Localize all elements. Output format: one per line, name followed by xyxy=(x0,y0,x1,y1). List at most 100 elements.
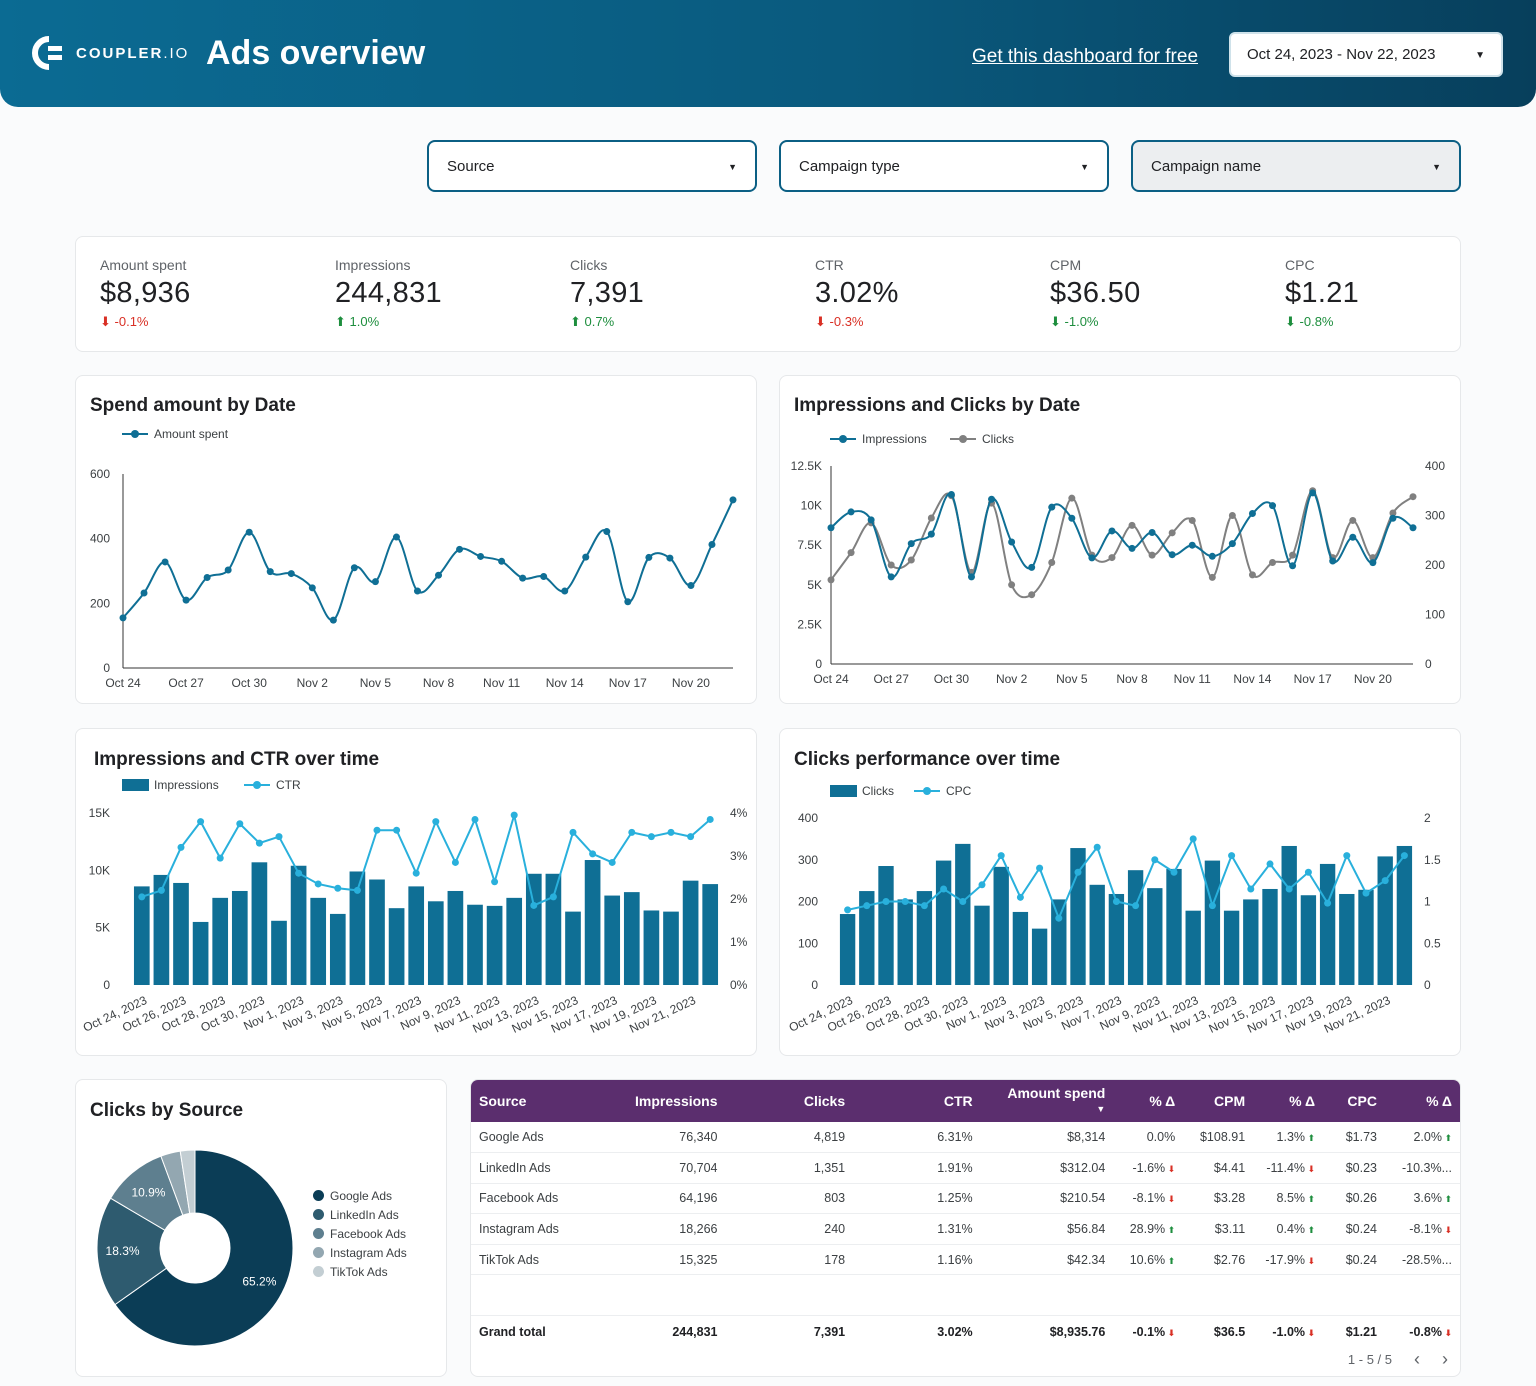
y-left-tick-label: 0 xyxy=(815,657,822,671)
table-row[interactable]: TikTok Ads 15,325 178 1.16% $42.34 10.6% ⬆ $2.… xyxy=(471,1244,1460,1276)
cpc-point xyxy=(901,898,909,905)
amount-spent-point xyxy=(140,589,148,597)
chevron-left-icon[interactable]: ‹ xyxy=(1414,1349,1420,1369)
spend-line-chart[interactable]: Amount spent 0 200 400 600 Oct 24 Oct 27 Oct 30… xyxy=(76,376,758,705)
col-clicks[interactable]: Clicks xyxy=(725,1080,854,1122)
ctr-point xyxy=(138,893,146,901)
donut-legend-item[interactable]: Facebook Ads xyxy=(313,1224,407,1243)
y-left-tick-label: 300 xyxy=(798,853,818,867)
clicks-bar xyxy=(1396,845,1413,985)
coupler-logo-icon xyxy=(32,36,62,70)
campaign-type-filter[interactable]: Campaign type ▼ xyxy=(779,140,1109,192)
col-cpc[interactable]: CPC xyxy=(1323,1080,1385,1122)
cpc-point xyxy=(1266,860,1274,868)
col-amount-spend[interactable]: Amount spend ▼ xyxy=(980,1080,1114,1122)
grand-total-row[interactable]: Grand total 244,831 7,391 3.02% $8,935.76 -0.… xyxy=(471,1316,1460,1347)
impressions-bar xyxy=(604,895,621,985)
table-cell: 2.0% ⬆ xyxy=(1384,1122,1460,1154)
amount-spent-point xyxy=(477,552,485,560)
donut-legend-item[interactable]: LinkedIn Ads xyxy=(313,1205,407,1224)
col-cpm-delta[interactable]: % Δ xyxy=(1253,1080,1324,1122)
amount-spent-point xyxy=(603,528,611,536)
impressions-bar xyxy=(506,897,523,985)
y-tick-label: 200 xyxy=(90,596,110,610)
table-cell: 3.6% ⬆ xyxy=(1384,1183,1460,1215)
y-right-tick-label: 0 xyxy=(1425,657,1432,671)
donut-legend-item[interactable]: Google Ads xyxy=(313,1186,407,1205)
legend-impressions-label: Impressions xyxy=(862,432,927,446)
legend-dot xyxy=(313,1247,324,1258)
y-left-tick-label: 5K xyxy=(807,578,822,592)
amount-spent-point xyxy=(687,582,695,590)
impressions-point xyxy=(867,516,875,524)
date-range-picker[interactable]: Oct 24, 2023 - Nov 22, 2023 ▼ xyxy=(1229,32,1503,77)
impressions-bar xyxy=(388,908,405,985)
legend-clicks-swatch-dot xyxy=(959,435,967,443)
table-cell: 244,831 xyxy=(672,1324,718,1339)
y-left-tick-label: 7.5K xyxy=(797,538,822,552)
x-tick-label: Nov 5 xyxy=(360,676,392,690)
campaign-type-filter-label: Campaign type xyxy=(799,157,900,175)
table-cell: $3.11 xyxy=(1183,1213,1254,1245)
impressions-bar xyxy=(173,882,189,985)
table-row[interactable]: Instagram Ads 18,266 240 1.31% $56.84 28.9% ⬆… xyxy=(471,1213,1460,1245)
campaign-name-filter[interactable]: Campaign name ▼ xyxy=(1131,140,1461,192)
col-cpm[interactable]: CPM xyxy=(1183,1080,1254,1122)
donut-legend-item[interactable]: Instagram Ads xyxy=(313,1243,407,1262)
chart-title: Clicks by Source xyxy=(90,1100,244,1121)
y-right-tick-label: 2 xyxy=(1424,811,1431,825)
table-row[interactable]: LinkedIn Ads 70,704 1,351 1.91% $312.04 -1.6%… xyxy=(471,1152,1460,1184)
legend-label: Facebook Ads xyxy=(330,1226,407,1241)
impressions-bar xyxy=(643,910,660,985)
kpi-value: $8,936 xyxy=(100,277,191,309)
col-source[interactable]: Source xyxy=(471,1080,601,1122)
x-tick-label: Nov 20 xyxy=(1354,672,1392,686)
kpi-delta: ⬆ 1.0% xyxy=(335,314,380,329)
table-cell: 1.3% ⬆ xyxy=(1253,1122,1324,1154)
clicks-point xyxy=(1248,571,1256,579)
col-amount-delta[interactable]: % Δ xyxy=(1113,1080,1184,1122)
get-dashboard-link[interactable]: Get this dashboard for free xyxy=(972,46,1199,67)
y-left-tick-label: 100 xyxy=(798,936,818,950)
table-cell: $1.73 xyxy=(1323,1122,1385,1154)
kpi-ctr: CTR 3.02% ⬇ -0.3% xyxy=(815,257,899,330)
arrow-down-icon: ⬇ xyxy=(1165,1194,1176,1205)
impressions-bar xyxy=(682,880,699,985)
donut-slice xyxy=(114,1149,294,1347)
table-row[interactable]: Facebook Ads 64,196 803 1.25% $210.54 -8.1% ⬇… xyxy=(471,1183,1460,1215)
clicks-bar xyxy=(859,891,875,985)
table-cell: -0.8% ⬇ xyxy=(1409,1324,1452,1339)
impressions-point xyxy=(827,524,835,532)
arrow-down-icon: ⬇ xyxy=(1285,314,1296,329)
donut-legend-item[interactable]: TikTok Ads xyxy=(313,1262,407,1281)
table-cell: 18,266 xyxy=(600,1213,726,1245)
amount-spent-point xyxy=(561,587,569,595)
clicks-donut-chart[interactable]: 65.2% 18.3% 10.9% xyxy=(86,1130,316,1360)
sort-desc-icon: ▼ xyxy=(1096,1104,1106,1114)
table-cell: 1.16% xyxy=(853,1244,981,1276)
ctr-point xyxy=(393,826,401,834)
coupler-logo[interactable]: COUPLER.IO xyxy=(32,36,189,70)
arrow-up-icon: ⬆ xyxy=(1305,1133,1316,1144)
table-cell: -10.3%... xyxy=(1384,1152,1460,1184)
impressions-point xyxy=(1329,557,1337,565)
col-ctr[interactable]: CTR xyxy=(853,1080,981,1122)
impressions-point xyxy=(967,573,975,581)
table-row[interactable]: Google Ads 76,340 4,819 6.31% $8,314 0.0% $108… xyxy=(471,1122,1460,1154)
col-impressions[interactable]: Impressions xyxy=(600,1080,726,1122)
source-table: Source Impressions Clicks CTR Amount spe… xyxy=(471,1080,1460,1347)
legend-impressions-label: Impressions xyxy=(154,778,219,792)
clicks-bar xyxy=(1377,856,1393,985)
cpc-point xyxy=(863,902,871,910)
ctr-line xyxy=(141,814,711,907)
chevron-right-icon[interactable]: › xyxy=(1442,1349,1448,1369)
page-title: Ads overview xyxy=(206,34,426,72)
impressions-clicks-line-chart[interactable]: Impressions Clicks 0 2.5K 5K 7.5K 10K 12.5K 0 100… xyxy=(780,376,1462,705)
arrow-down-icon: ⬇ xyxy=(1305,1163,1316,1174)
x-tick-label: Nov 14 xyxy=(1233,672,1271,686)
source-filter[interactable]: Source ▼ xyxy=(427,140,757,192)
y-right-tick-label: 4% xyxy=(730,806,748,820)
col-cpc-delta[interactable]: % Δ xyxy=(1384,1080,1460,1122)
